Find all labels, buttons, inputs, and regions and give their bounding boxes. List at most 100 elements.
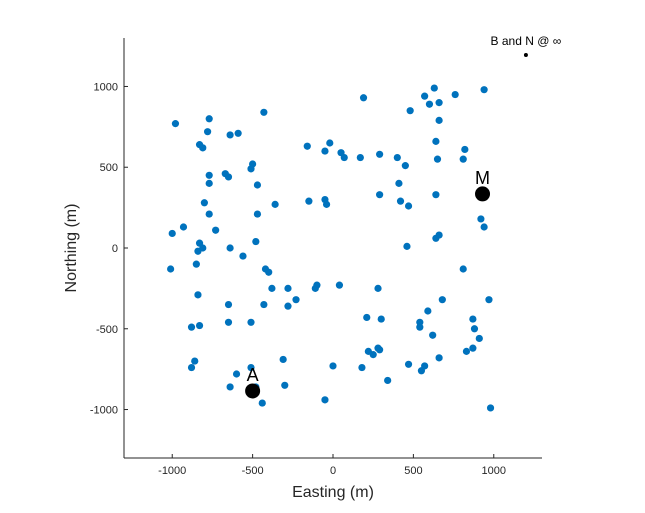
data-point	[424, 307, 432, 315]
data-point	[179, 223, 188, 231]
data-point	[258, 399, 266, 407]
data-point	[321, 396, 329, 404]
data-point	[459, 265, 467, 273]
data-point	[396, 197, 405, 205]
data-point	[303, 142, 311, 150]
data-point	[356, 153, 364, 162]
data-point	[253, 181, 262, 189]
data-point	[340, 153, 348, 162]
data-point	[205, 179, 213, 187]
data-point	[191, 357, 199, 365]
data-point	[260, 108, 268, 116]
data-point	[224, 318, 233, 326]
data-point	[247, 318, 255, 326]
data-point	[212, 226, 220, 234]
data-point	[247, 165, 255, 173]
data-point	[462, 347, 471, 355]
x-tick-label: 1000	[482, 465, 506, 477]
data-point	[192, 260, 200, 268]
data-point	[430, 84, 438, 92]
data-point	[205, 171, 213, 179]
data-point	[194, 291, 202, 299]
data-point	[232, 370, 241, 378]
data-point	[281, 381, 289, 389]
x-tick-label: 500	[404, 465, 422, 477]
data-point	[480, 86, 488, 94]
data-point	[469, 344, 477, 352]
data-point	[279, 355, 287, 364]
data-point	[292, 296, 300, 304]
data-point	[469, 315, 477, 323]
data-point	[432, 137, 440, 145]
data-point	[224, 173, 233, 181]
data-point	[384, 376, 392, 385]
data-point	[438, 296, 446, 304]
data-point	[265, 268, 273, 276]
data-point	[226, 131, 234, 139]
y-tick-label: 0	[112, 243, 118, 255]
data-point	[432, 191, 440, 199]
data-point	[329, 362, 337, 370]
data-point	[322, 200, 331, 208]
axes: -1000 -500 0 500 1000 -1000 -500 0 500 1000	[90, 38, 542, 477]
y-tick-label: 500	[100, 162, 118, 174]
electrode-marker	[245, 383, 261, 399]
data-point	[268, 284, 276, 292]
y-axis-label: Northing (m)	[63, 204, 80, 293]
data-point	[226, 383, 234, 391]
data-point	[425, 100, 434, 108]
remote-electrode-label: B and N @ ∞	[491, 34, 562, 48]
data-point	[171, 120, 180, 128]
data-point	[204, 128, 212, 136]
data-point	[253, 210, 262, 218]
data-point	[247, 363, 255, 372]
x-tick-label: -500	[242, 465, 264, 477]
data-point	[470, 325, 479, 333]
data-point	[284, 302, 292, 310]
data-point	[376, 191, 384, 199]
data-point	[226, 244, 234, 252]
data-point	[416, 323, 424, 331]
data-point	[335, 281, 344, 289]
data-point	[369, 351, 377, 359]
y-tick-label: -500	[96, 324, 118, 336]
data-point	[461, 145, 469, 154]
data-point	[260, 300, 268, 309]
data-point	[234, 129, 242, 137]
data-point	[451, 90, 459, 99]
data-point	[205, 115, 213, 123]
data-point	[205, 210, 213, 218]
y-ticks: -1000 -500 0 500 1000	[90, 81, 128, 417]
data-point	[435, 231, 443, 239]
data-point	[284, 284, 292, 292]
data-point	[401, 162, 409, 170]
data-point	[195, 321, 204, 330]
electrode-label: M	[475, 168, 490, 188]
data-point	[435, 354, 443, 362]
data-point	[271, 200, 279, 208]
x-ticks: -1000 -500 0 500 1000	[158, 454, 506, 477]
data-point	[358, 363, 366, 372]
data-point	[374, 284, 382, 292]
remote-electrode-marker	[523, 52, 528, 57]
data-point	[168, 229, 176, 238]
data-point	[326, 139, 334, 147]
data-point	[403, 242, 411, 250]
data-point	[421, 362, 429, 370]
data-point	[199, 144, 207, 152]
data-point	[311, 284, 319, 292]
data-point	[404, 360, 413, 368]
data-point	[224, 300, 233, 309]
data-point	[406, 107, 414, 115]
data-point	[404, 202, 413, 210]
data-point	[376, 150, 384, 158]
x-tick-label: -1000	[158, 465, 186, 477]
points-layer	[167, 84, 495, 412]
data-point	[421, 92, 429, 100]
data-point	[187, 363, 196, 372]
data-point	[239, 252, 247, 260]
data-point	[477, 215, 485, 223]
data-point	[321, 147, 329, 155]
x-axis-label: Easting (m)	[292, 484, 374, 501]
